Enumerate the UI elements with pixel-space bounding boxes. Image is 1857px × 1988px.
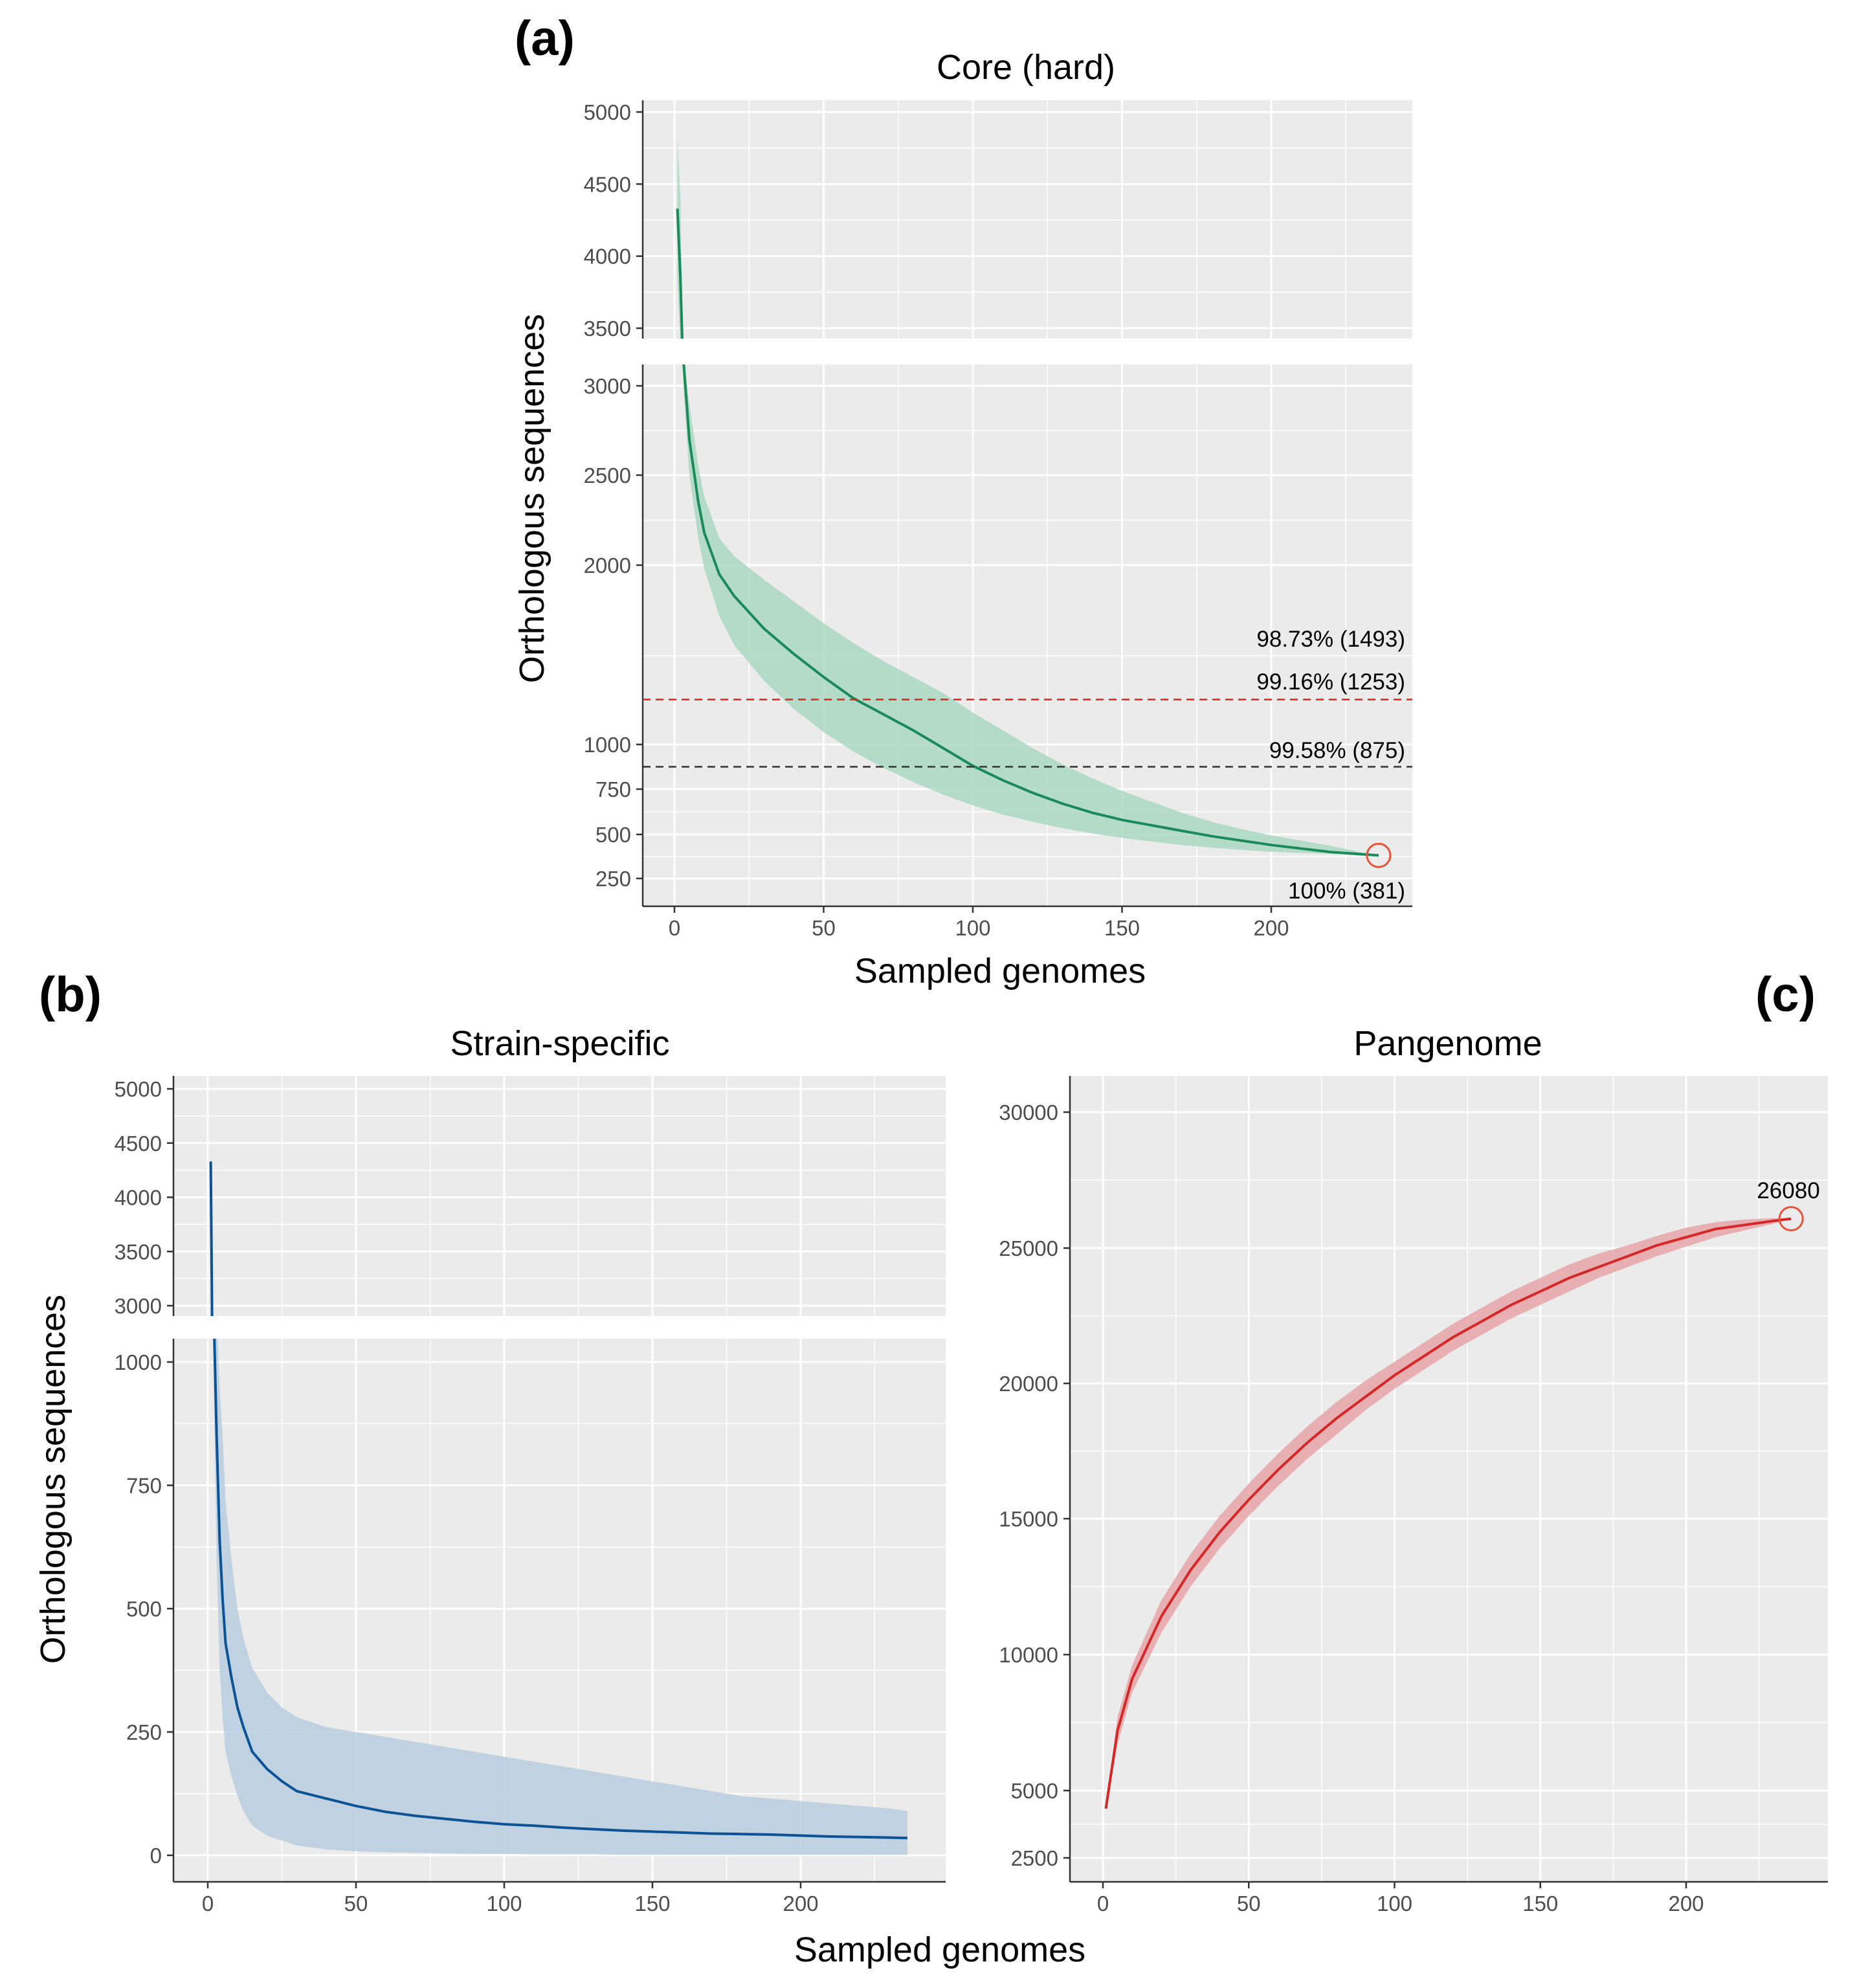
b-lower-x-tick-label: 50 xyxy=(344,1892,368,1915)
a-highlight-point xyxy=(1366,842,1392,868)
b-lower-y-tick-label: 0 xyxy=(150,1844,162,1868)
a-lower-y-tick-label: 2000 xyxy=(584,553,631,577)
annotation-98-73: 98.73% (1493) xyxy=(1256,627,1405,652)
c-x-tick-label: 0 xyxy=(1097,1892,1109,1915)
a-upper-y-tick-label: 5000 xyxy=(584,100,631,124)
b-lower-x-tick-label: 150 xyxy=(634,1892,670,1915)
a-lower-y-tick-label: 1000 xyxy=(584,733,631,757)
c-panel-background xyxy=(1070,1076,1828,1882)
b-lower-x-tick-label: 100 xyxy=(486,1892,522,1915)
c-y-tick-label: 25000 xyxy=(999,1236,1058,1260)
c-x-tick-label: 200 xyxy=(1668,1892,1704,1915)
b-lower-y-tick-label: 250 xyxy=(126,1721,162,1745)
c-x-tick-label: 50 xyxy=(1237,1892,1261,1915)
b-upper-y-tick-label: 4500 xyxy=(115,1132,162,1156)
annotation-99-58: 99.58% (875) xyxy=(1269,738,1405,763)
c-y-tick-label: 30000 xyxy=(999,1100,1058,1124)
panel-b-title: Strain-specific xyxy=(450,1024,669,1063)
a-lower-confidence-ribbon xyxy=(682,364,1379,856)
b-upper-y-tick-label: 3000 xyxy=(115,1294,162,1318)
b-lower-x-tick-label: 200 xyxy=(783,1892,818,1915)
c-y-tick-label: 15000 xyxy=(999,1507,1058,1531)
c-x-tick-label: 100 xyxy=(1377,1892,1412,1915)
b-upper-panel-background xyxy=(173,1076,946,1316)
a-lower-y-tick-label: 750 xyxy=(595,777,631,801)
b-lower-confidence-ribbon xyxy=(214,1339,907,1855)
c-series-line xyxy=(1104,1217,1792,1809)
panel-letter-b: (b) xyxy=(39,967,102,1022)
a-upper-y-tick-label: 3500 xyxy=(584,317,631,341)
b-upper-y-tick-label: 3500 xyxy=(115,1240,162,1264)
annotation-26080: 26080 xyxy=(1757,1178,1819,1203)
annotation-100: 100% (381) xyxy=(1288,878,1405,904)
panel-bc-x-axis-label: Sampled genomes xyxy=(794,1930,1085,1969)
a-lower-x-tick-label: 200 xyxy=(1253,916,1289,940)
panel-c-pangenome: Pangenome 2500 5000 10000 15000 20000 25000 30… xyxy=(999,1024,1828,1915)
b-upper-y-tick-label: 4000 xyxy=(115,1186,162,1210)
a-lower-x-tick-label: 50 xyxy=(812,916,836,940)
a-upper-panel-background xyxy=(643,100,1412,339)
a-upper-y-tick-label: 4500 xyxy=(584,172,631,196)
b-lower-y-tick-label: 750 xyxy=(126,1474,162,1498)
c-y-tick-label: 2500 xyxy=(1011,1846,1058,1870)
annotation-99-16: 99.16% (1253) xyxy=(1256,669,1405,695)
c-confidence-ribbon xyxy=(1106,1218,1792,1809)
c-y-tick-label: 10000 xyxy=(999,1643,1058,1667)
panel-b-y-axis-label: Orthologous sequences xyxy=(34,1295,72,1664)
b-lower-y-tick-label: 1000 xyxy=(115,1350,162,1374)
a-lower-x-tick-label: 0 xyxy=(669,916,680,940)
a-upper-y-tick-label: 4000 xyxy=(584,245,631,269)
panel-c-title: Pangenome xyxy=(1353,1024,1542,1063)
c-highlight-point xyxy=(1778,1206,1804,1232)
b-lower-y-tick-label: 500 xyxy=(126,1597,162,1621)
panel-letter-a: (a) xyxy=(515,11,575,66)
c-y-tick-label: 5000 xyxy=(1011,1779,1058,1803)
a-lower-y-tick-label: 500 xyxy=(595,823,631,847)
b-lower-series-line xyxy=(213,1339,907,1840)
panel-letter-c: (c) xyxy=(1755,967,1816,1022)
a-lower-series-line xyxy=(682,364,1379,857)
panel-b-strain-specific: Strain-specific 300035004000450050000250… xyxy=(34,1024,946,1915)
b-lower-x-tick-label: 0 xyxy=(202,1892,214,1915)
a-lower-y-tick-label: 3000 xyxy=(584,374,631,398)
panel-a-core-hard: Core (hard) 3500400045005000250500750100… xyxy=(513,48,1412,990)
a-lower-x-tick-label: 100 xyxy=(955,916,990,940)
panel-a-x-axis-label: Sampled genomes xyxy=(854,952,1146,990)
panel-a-y-axis-label: Orthologous sequences xyxy=(513,314,551,683)
panel-a-title: Core (hard) xyxy=(937,48,1115,87)
b-upper-y-tick-label: 5000 xyxy=(115,1077,162,1101)
a-lower-y-tick-label: 2500 xyxy=(584,463,631,487)
c-x-tick-label: 150 xyxy=(1522,1892,1558,1915)
a-lower-x-tick-label: 150 xyxy=(1104,916,1140,940)
c-y-tick-label: 20000 xyxy=(999,1372,1058,1396)
a-lower-y-tick-label: 250 xyxy=(595,867,631,891)
